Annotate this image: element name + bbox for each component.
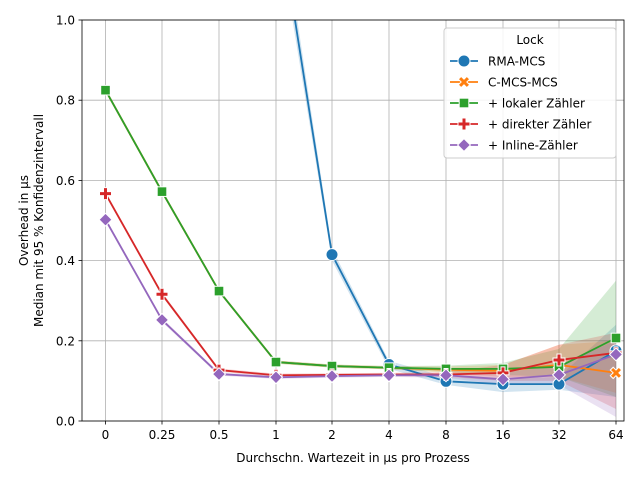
- legend-title: Lock: [516, 33, 543, 47]
- legend-label-inline-zähler: + Inline-Zähler: [488, 139, 578, 153]
- series-line-inline-zähler: [104, 219, 617, 381]
- data-point-inline-zähler: [211, 366, 227, 382]
- data-point-c-mcs-mcs: [609, 366, 623, 380]
- y-tick-label: 0.4: [56, 254, 75, 268]
- series-line-direkter-zähler: [104, 193, 617, 377]
- legend-marker-direkter-zähler: [457, 117, 471, 131]
- data-point-inline-zähler: [268, 370, 284, 385]
- data-point-direkter-zähler: [552, 353, 566, 367]
- legend-label-c-mcs-mcs: C-MCS-MCS: [488, 76, 558, 90]
- ci-band-rma-mcs: [292, 20, 616, 397]
- y-axis-label-line: Overhead in µs: [17, 175, 31, 266]
- x-axis-label: Durchschn. Wartezeit in µs pro Prozess: [236, 451, 470, 465]
- data-point-inline-zähler: [381, 368, 397, 383]
- x-tick-label: 1: [272, 428, 280, 442]
- data-point-inline-zähler: [438, 368, 454, 383]
- data-point-inline-zähler: [608, 347, 624, 362]
- y-tick-label: 0.6: [56, 174, 75, 188]
- legend-marker-c-mcs-mcs: [457, 75, 471, 89]
- x-tick-label: 4: [385, 428, 393, 442]
- series-markers: [98, 84, 624, 391]
- legend-marker-rma-mcs: [457, 54, 471, 68]
- y-tick-label: 0.0: [56, 415, 75, 429]
- data-point-direkter-zähler: [155, 287, 169, 301]
- x-tick-label: 0.25: [149, 428, 176, 442]
- data-point-lokaler-zähler: [610, 332, 622, 344]
- data-point-lokaler-zähler: [270, 356, 282, 368]
- x-tick-label: 16: [495, 428, 510, 442]
- legend-marker-inline-zähler: [456, 137, 472, 153]
- x-tick-label: 2: [328, 428, 336, 442]
- y-axis-ticks: 0.0 0.2 0.4 0.6 0.8 1.0: [56, 14, 82, 429]
- x-axis-ticks: 0 0.25 0.5 1 2 4 8 16 32 64: [102, 421, 624, 442]
- series-line-lokaler-zähler: [104, 89, 617, 370]
- y-axis-label: Overhead in µsMedian mit 95 % Konfidenzi…: [17, 114, 46, 327]
- x-tick-label: 8: [442, 428, 450, 442]
- legend-box: [443, 27, 617, 159]
- x-tick-label: 0.5: [209, 428, 228, 442]
- data-point-lokaler-zähler: [156, 186, 168, 197]
- x-tick-label: 64: [608, 428, 623, 442]
- legend: Lock RMA-MCS C-MCS-MCS + lokaler Zähler + di…: [443, 27, 617, 159]
- data-point-inline-zähler: [495, 372, 511, 387]
- x-tick-label: 0: [102, 428, 110, 442]
- legend-label-rma-mcs: RMA-MCS: [488, 55, 545, 69]
- plot-frame: [81, 19, 625, 422]
- data-point-direkter-zähler: [99, 187, 112, 201]
- y-axis-label-line: Median mit 95 % Konfidenzintervall: [32, 114, 46, 327]
- data-point-rma-mcs: [325, 248, 339, 262]
- ci-band-inline-zähler: [105, 217, 616, 417]
- data-point-lokaler-zähler: [100, 84, 111, 96]
- y-tick-label: 0.2: [56, 334, 75, 348]
- y-tick-label: 1.0: [56, 14, 75, 28]
- data-point-inline-zähler: [551, 367, 567, 382]
- legend-label-lokaler-zähler: + lokaler Zähler: [488, 97, 585, 111]
- data-point-inline-zähler: [98, 212, 113, 227]
- legend-marker-lokaler-zähler: [458, 97, 470, 109]
- y-tick-label: 0.8: [56, 94, 75, 108]
- data-point-lokaler-zähler: [213, 285, 225, 297]
- legend-label-direkter-zähler: + direkter Zähler: [488, 118, 592, 132]
- x-tick-label: 32: [551, 428, 566, 442]
- data-point-inline-zähler: [324, 368, 340, 384]
- data-point-inline-zähler: [154, 312, 170, 328]
